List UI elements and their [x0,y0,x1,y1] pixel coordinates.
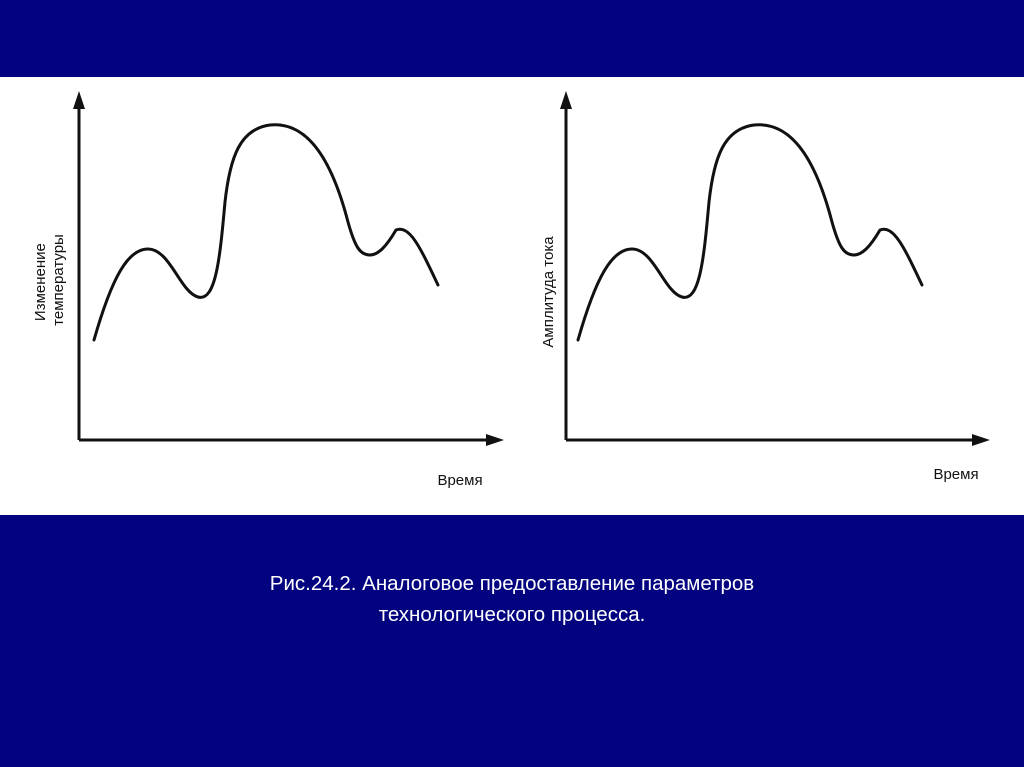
x-axis-label: Время [933,466,978,483]
y-axis-arrow [73,91,85,109]
figure-caption: Рис.24.2. Аналоговое предоставление пара… [0,568,1024,630]
top-band [0,0,1024,77]
caption-line-1: Рис.24.2. Аналоговое предоставление пара… [269,572,755,595]
y-axis-label: Амплитуда тока [540,236,557,348]
x-axis-arrow [972,434,990,446]
figures-svg: Изменение температуры Время Амплитуда то… [32,91,990,489]
signal-curve [92,123,440,342]
signal-curve [576,123,924,342]
plot-current: Амплитуда тока Время [540,91,990,483]
x-axis-label: Время [437,472,482,489]
figure-panel: Изменение температуры Время Амплитуда то… [0,77,1024,515]
caption-line-2: технологического процесса. [378,603,646,626]
x-axis-arrow [486,434,504,446]
y-axis-arrow [560,91,572,109]
y-axis-label: Изменение температуры [32,234,67,326]
plot-temperature: Изменение температуры Время [32,91,504,489]
